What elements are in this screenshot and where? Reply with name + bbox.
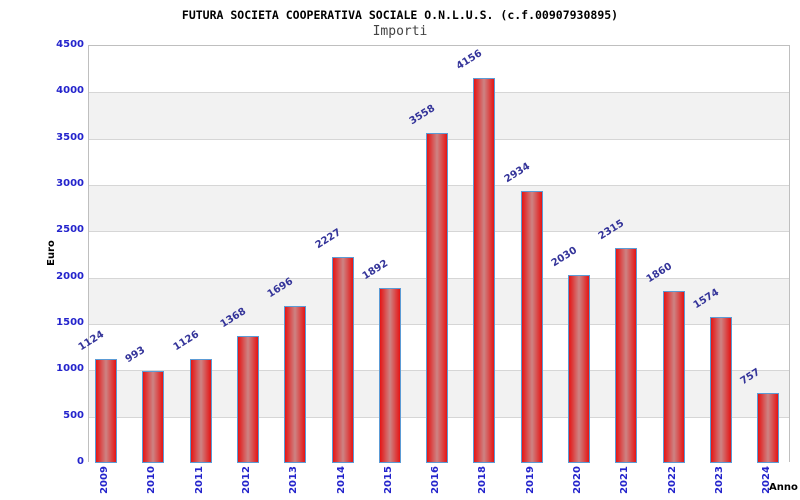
y-axis-label: Euro: [46, 240, 57, 266]
bar-2019: [520, 191, 543, 463]
x-tick-label: 2018: [477, 466, 489, 494]
bar-2015: [378, 287, 401, 463]
gridline: [89, 92, 789, 94]
y-tick-label: 4500: [56, 39, 84, 50]
x-tick-label: 2015: [382, 466, 394, 494]
bar-2014: [331, 256, 354, 463]
bar-2024: [757, 392, 780, 463]
background-band: [89, 46, 789, 93]
y-tick-label: 1500: [56, 317, 84, 328]
x-tick-label: 2023: [713, 466, 725, 494]
x-tick-label: 2019: [524, 466, 536, 494]
background-band: [89, 92, 789, 139]
y-tick-label: 1000: [56, 363, 84, 375]
chart-subtitle: Importi: [372, 24, 428, 39]
x-tick-label: 2020: [572, 466, 583, 494]
x-axis-label: Anno: [769, 482, 798, 493]
x-tick-label: 2009: [99, 466, 110, 494]
bar-2011: [189, 358, 212, 463]
bar-2012: [236, 336, 259, 463]
bar-2016: [426, 133, 449, 463]
x-tick-label: 2013: [288, 466, 300, 494]
bar-2013: [284, 305, 307, 463]
y-tick-label: 0: [77, 456, 84, 467]
y-tick-label: 3000: [56, 178, 84, 189]
x-tick-label: 2021: [619, 466, 631, 494]
bar-2023: [709, 317, 732, 463]
x-tick-label: 2024: [761, 466, 773, 494]
y-tick-label: 2000: [56, 270, 84, 282]
x-tick-label: 2012: [240, 466, 252, 494]
y-tick-label: 2500: [56, 224, 84, 236]
x-tick-label: 2011: [193, 466, 205, 494]
y-tick-label: 500: [63, 409, 84, 421]
bar-2020: [568, 274, 590, 463]
x-tick-label: 2014: [335, 466, 347, 494]
y-tick-label: 4000: [56, 85, 84, 97]
plot-area: [88, 45, 790, 463]
bar-2009: [95, 358, 117, 463]
x-tick-label: 2010: [146, 466, 158, 494]
x-tick-label: 2022: [666, 466, 678, 494]
y-tick-label: 3500: [56, 131, 84, 143]
x-tick-label: 2016: [430, 466, 442, 494]
bar-2018: [473, 77, 496, 463]
bar-2010: [142, 370, 165, 463]
bar-2021: [615, 248, 638, 463]
bar-2022: [662, 290, 685, 463]
chart-title: FUTURA SOCIETA COOPERATIVA SOCIALE O.N.L…: [181, 8, 619, 22]
